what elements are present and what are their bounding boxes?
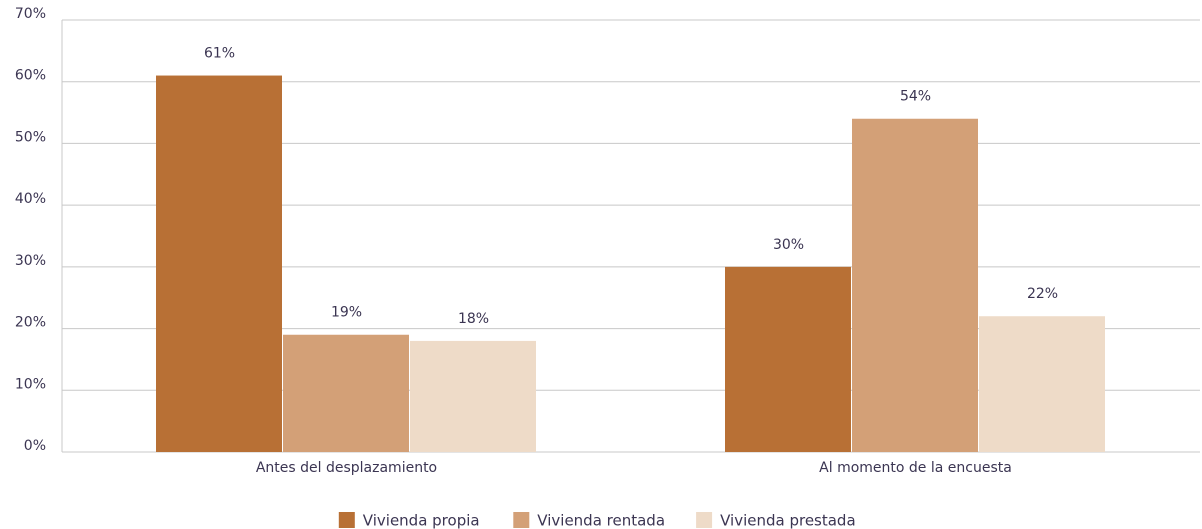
y-tick-label: 20% <box>15 315 46 331</box>
legend-label: Vivienda propia <box>363 512 480 529</box>
legend-swatch <box>513 512 530 528</box>
y-tick-label: 70% <box>15 6 46 22</box>
legend-swatch <box>696 512 713 528</box>
data-label: 19% <box>331 305 362 321</box>
bar <box>979 316 1105 452</box>
y-tick-label: 0% <box>24 438 46 454</box>
x-tick-label: Al momento de la encuesta <box>819 460 1012 476</box>
bar <box>852 118 978 452</box>
data-label: 18% <box>458 311 489 327</box>
x-tick-label: Antes del desplazamiento <box>256 460 437 476</box>
y-tick-label: 30% <box>15 253 46 269</box>
legend-label: Vivienda rentada <box>537 512 665 529</box>
bar <box>156 75 282 453</box>
data-label: 54% <box>900 89 931 105</box>
data-label: 22% <box>1027 286 1058 302</box>
y-tick-label: 60% <box>15 68 46 84</box>
y-tick-label: 50% <box>15 129 46 145</box>
legend-swatch <box>338 512 355 528</box>
data-label: 30% <box>773 237 804 253</box>
y-tick-label: 10% <box>15 376 46 392</box>
bar <box>283 334 409 452</box>
y-tick-label: 40% <box>15 191 46 207</box>
legend-label: Vivienda prestada <box>720 512 856 529</box>
bar <box>725 266 851 452</box>
bar <box>410 340 536 452</box>
data-label: 61% <box>204 46 235 62</box>
